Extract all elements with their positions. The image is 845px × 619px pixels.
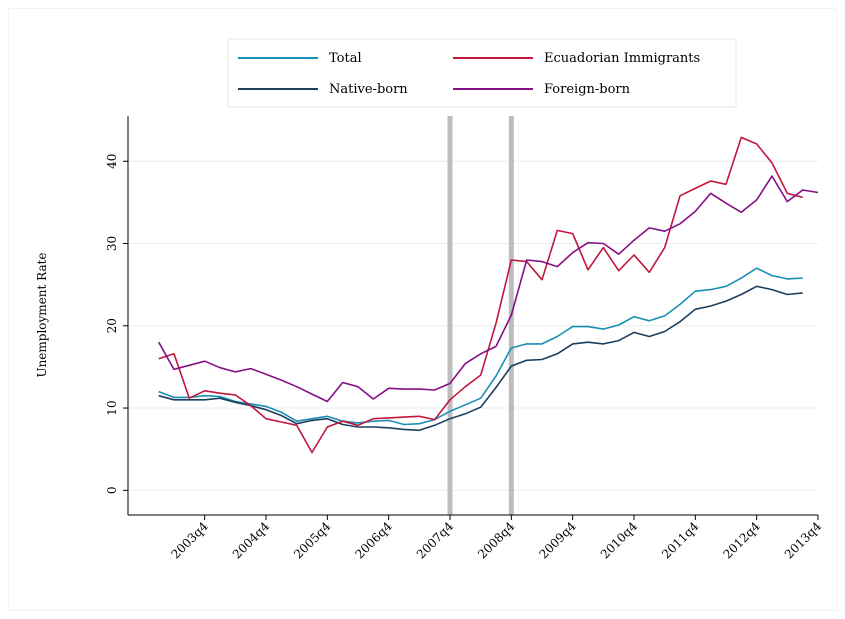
- recession-markers: [447, 116, 514, 515]
- x-tick-labels: 2003q4 2004q4 2005q4 2006q4 2007q4 2008q4 2009…: [168, 519, 824, 562]
- legend-label-ecuadorian-immigrants: Ecuadorian Immigrants: [544, 51, 700, 66]
- gridlines: [128, 160, 818, 491]
- legend-label-foreign-born: Foreign-born: [544, 82, 631, 97]
- x-tick-label: 2008q4: [475, 519, 518, 562]
- x-tick-label: 2005q4: [291, 519, 334, 562]
- x-tick-label: 2003q4: [168, 519, 211, 562]
- series-line-total: [158, 267, 803, 426]
- chart-frame: [8, 8, 837, 611]
- legend-label-native-born: Native-born: [329, 82, 408, 97]
- x-tick-label: 2011q4: [659, 519, 702, 562]
- x-tick-label: 2010q4: [598, 519, 641, 562]
- series-line-ecuadorian-immigrants: [158, 136, 803, 454]
- legend-label-total: Total: [329, 51, 362, 66]
- y-tick-label: 30: [105, 236, 119, 251]
- series-line-foreign-born: [158, 175, 819, 403]
- axes: [123, 116, 819, 520]
- y-tick-label: 0: [105, 486, 119, 494]
- x-tick-label: 2009q4: [536, 519, 579, 562]
- x-tick-label: 2004q4: [230, 519, 273, 562]
- y-axis-title: Unemployment Rate: [35, 252, 49, 377]
- series-lines: [158, 136, 819, 454]
- x-tick-label: 2013q4: [782, 519, 825, 562]
- legend-box: [227, 38, 737, 108]
- y-tick-label: 40: [105, 154, 119, 169]
- y-tick-labels: 0 10 20 30 40: [105, 154, 119, 495]
- x-tick-label: 2006q4: [352, 519, 395, 562]
- y-tick-label: 20: [105, 318, 119, 333]
- x-tick-label: 2007q4: [414, 519, 457, 562]
- x-tick-label: 2012q4: [720, 519, 763, 562]
- y-tick-label: 10: [105, 400, 119, 415]
- legend: Total Ecuadorian Immigrants Native-born For…: [227, 38, 737, 108]
- series-line-native-born: [158, 285, 803, 432]
